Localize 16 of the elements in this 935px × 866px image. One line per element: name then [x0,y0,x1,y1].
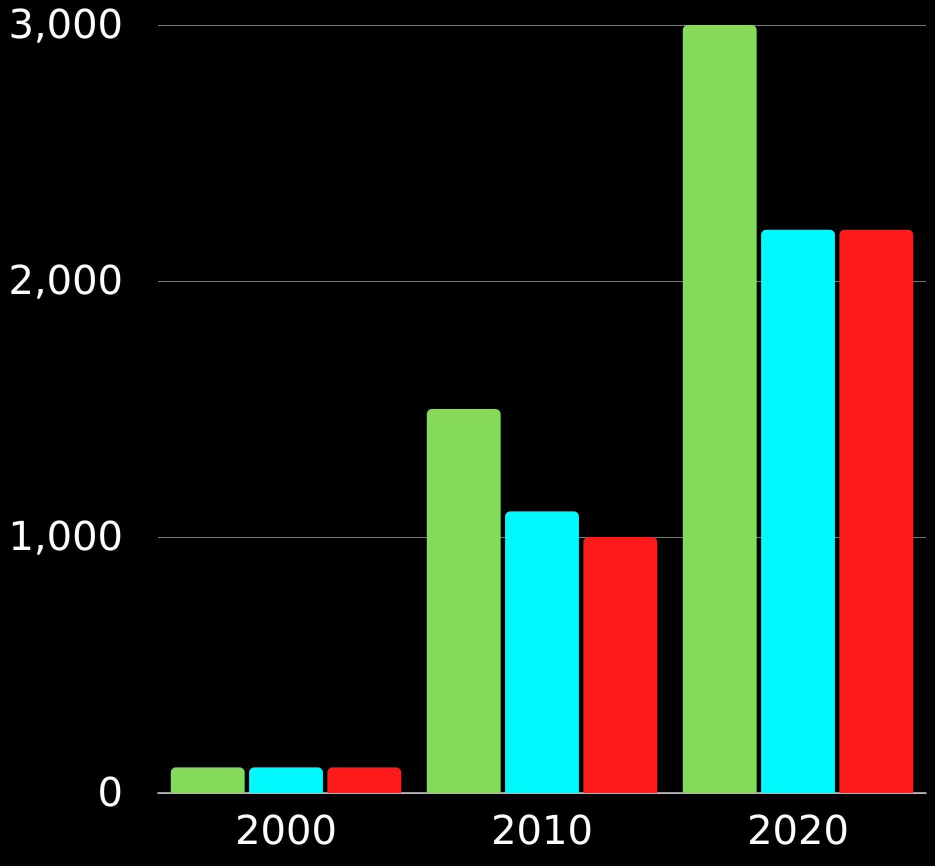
y-tick-label: 0 [98,770,123,816]
bar [583,537,658,793]
bar [170,767,245,793]
bar [761,230,835,793]
bar [327,767,402,793]
x-tick-label: 2010 [491,808,593,854]
y-tick-label: 3,000 [8,2,123,48]
y-tick-label: 2,000 [8,258,123,304]
bar [249,767,323,793]
bar [682,25,757,793]
x-tick-label: 2020 [747,808,849,854]
bar [426,409,501,793]
bar [505,511,579,793]
bar [839,230,914,793]
x-tick-label: 2000 [235,808,337,854]
y-tick-label: 1,000 [8,514,123,560]
